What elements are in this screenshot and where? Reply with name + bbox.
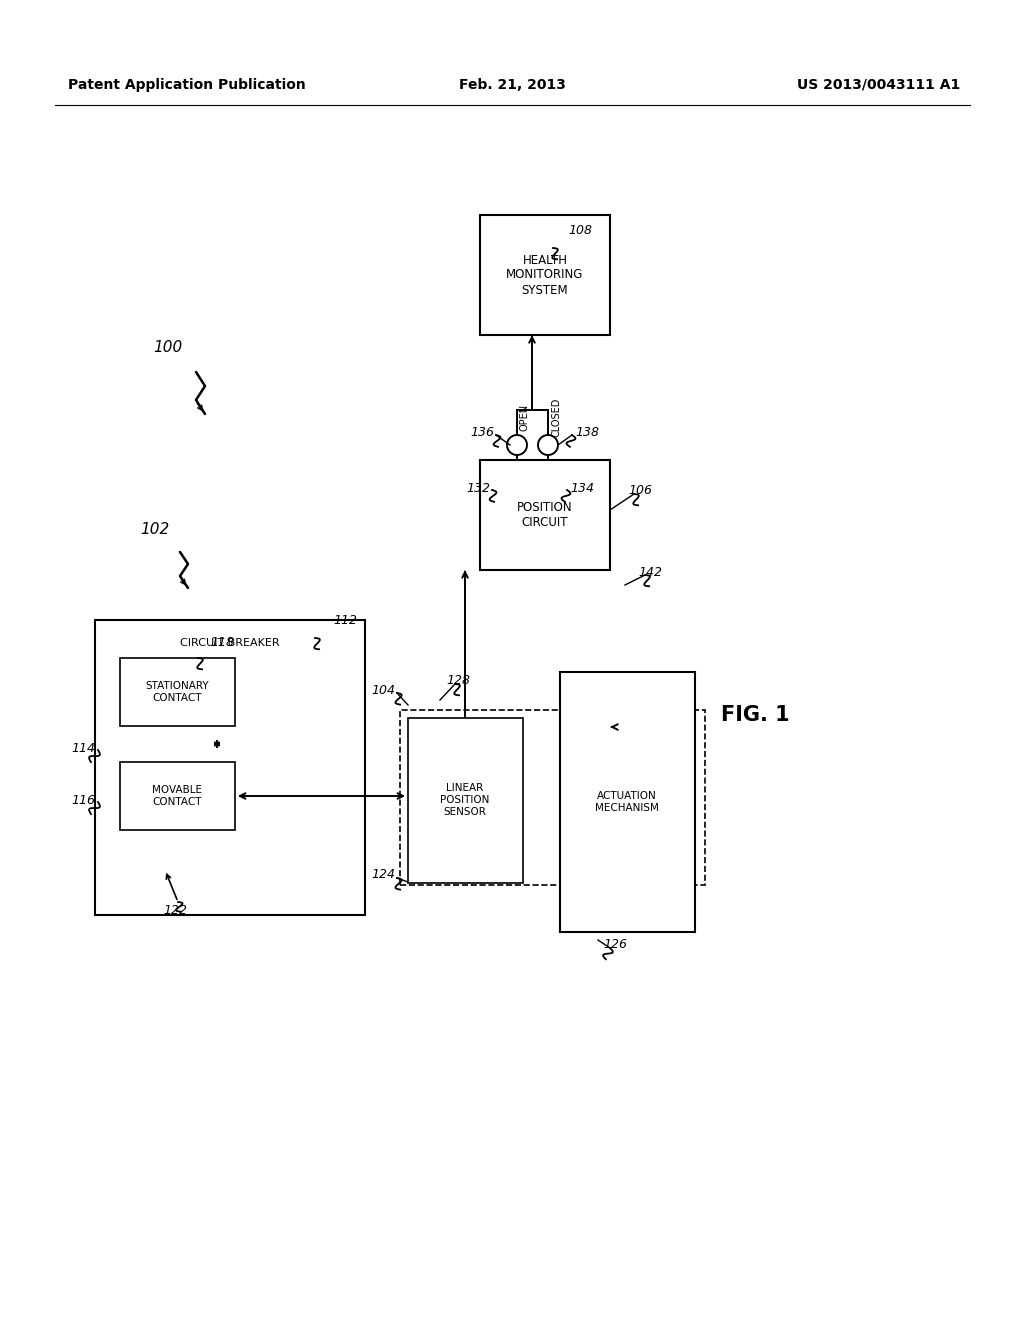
Text: 142: 142 [638, 565, 662, 578]
Text: Feb. 21, 2013: Feb. 21, 2013 [459, 78, 565, 92]
Text: 126: 126 [603, 939, 627, 952]
Text: 100: 100 [154, 341, 182, 355]
Text: 136: 136 [470, 425, 494, 438]
Bar [408, 718, 523, 883]
Text: 112: 112 [333, 614, 357, 627]
Text: 108: 108 [568, 223, 592, 236]
Bar [480, 215, 610, 335]
Text: Patent Application Publication: Patent Application Publication [68, 78, 306, 92]
Text: HEALTH
MONITORING
SYSTEM: HEALTH MONITORING SYSTEM [506, 253, 584, 297]
Text: 104: 104 [371, 684, 395, 697]
Text: 124: 124 [371, 869, 395, 882]
Text: CLOSED: CLOSED [551, 397, 561, 437]
Text: POSITION
CIRCUIT: POSITION CIRCUIT [517, 502, 572, 529]
Text: 118: 118 [210, 636, 234, 649]
Text: 132: 132 [466, 482, 490, 495]
Text: FIG. 1: FIG. 1 [721, 705, 790, 725]
Text: OPEN: OPEN [520, 404, 530, 430]
Text: 138: 138 [575, 425, 599, 438]
Text: LINEAR
POSITION
SENSOR: LINEAR POSITION SENSOR [440, 783, 489, 817]
Text: 116: 116 [71, 793, 95, 807]
Text: 134: 134 [570, 482, 594, 495]
Text: 122: 122 [163, 903, 187, 916]
Text: US 2013/0043111 A1: US 2013/0043111 A1 [797, 78, 961, 92]
Bar [560, 672, 695, 932]
Bar [120, 657, 234, 726]
Text: 106: 106 [628, 483, 652, 496]
Text: 114: 114 [71, 742, 95, 755]
Text: CIRCUIT BREAKER: CIRCUIT BREAKER [180, 638, 280, 648]
Bar [480, 459, 610, 570]
Text: 128: 128 [446, 673, 470, 686]
Text: 102: 102 [140, 523, 170, 537]
Text: ACTUATION
MECHANISM: ACTUATION MECHANISM [595, 791, 658, 813]
Text: STATIONARY
CONTACT: STATIONARY CONTACT [145, 681, 209, 702]
Text: MOVABLE
CONTACT: MOVABLE CONTACT [152, 785, 202, 807]
Bar [400, 710, 705, 884]
Bar [95, 620, 365, 915]
Bar [120, 762, 234, 830]
